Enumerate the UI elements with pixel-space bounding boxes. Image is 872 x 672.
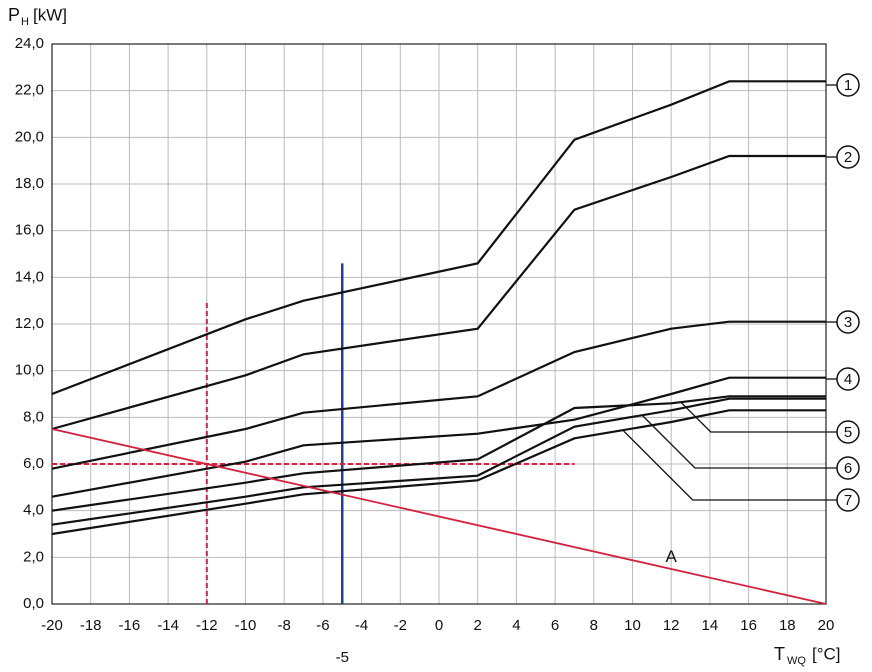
x-label-sub: WQ (787, 655, 806, 667)
y-tick-label: 10,0 (15, 362, 44, 379)
x-tick-label: -4 (355, 617, 368, 634)
x-tick-label: -10 (235, 617, 257, 634)
x-tick-label: 12 (663, 617, 680, 634)
guide-label: -5 (336, 649, 349, 666)
legend-leader (680, 401, 837, 433)
legend-marker (836, 367, 860, 391)
x-tick-label: -12 (196, 617, 218, 634)
series-line (51, 376, 826, 498)
legend-marker (836, 456, 860, 480)
x-tick-label: 16 (740, 617, 757, 634)
legend-label: 2 (844, 149, 852, 166)
series-line (51, 154, 826, 431)
series-line (51, 395, 826, 512)
legend-leader (641, 414, 837, 469)
x-label-unit: [°C] (812, 644, 841, 663)
x-tick-label: -16 (119, 617, 141, 634)
x-tick-label: -6 (316, 617, 329, 634)
y-tick-label: 18,0 (15, 175, 44, 192)
y-tick-label: 0,0 (23, 595, 44, 612)
x-tick-label: -20 (41, 617, 63, 634)
legend-label: 3 (844, 314, 852, 331)
legend-leader (622, 429, 837, 501)
x-tick-label: 10 (624, 617, 641, 634)
series-label: A (666, 547, 678, 566)
series-line (51, 428, 827, 605)
series-line (51, 320, 826, 470)
legend-label: 1 (844, 77, 852, 94)
x-tick-label: 14 (702, 617, 719, 634)
y-tick-label: 8,0 (23, 408, 44, 425)
y-tick-label: 20,0 (15, 128, 44, 145)
plot-frame (51, 43, 827, 605)
legend-label: 6 (844, 460, 852, 477)
x-tick-label: 2 (474, 617, 482, 634)
y-tick-label: 16,0 (15, 222, 44, 239)
x-tick-label: 0 (435, 617, 443, 634)
legend-label: 5 (844, 424, 852, 441)
y-tick-label: 2,0 (23, 548, 44, 565)
y-tick-label: 4,0 (23, 502, 44, 519)
x-tick-label: -2 (394, 617, 407, 634)
series-line (51, 409, 826, 536)
x-tick-label: -18 (80, 617, 102, 634)
legend-marker (836, 73, 860, 97)
legend-marker (836, 310, 860, 334)
x-tick-label: 20 (818, 617, 835, 634)
x-label-main: T (774, 644, 785, 664)
y-label-sub: H (21, 16, 29, 28)
y-tick-label: 6,0 (23, 455, 44, 472)
series-line (51, 80, 826, 396)
legend-marker (836, 145, 860, 169)
x-tick-label: 6 (551, 617, 559, 634)
y-tick-label: 24,0 (15, 35, 44, 52)
x-tick-label: 8 (590, 617, 598, 634)
legend-label: 4 (844, 371, 852, 388)
legend-marker (836, 420, 860, 444)
y-tick-label: 22,0 (15, 82, 44, 99)
legend-marker (836, 488, 860, 512)
x-tick-label: -8 (278, 617, 291, 634)
x-tick-label: -14 (157, 617, 179, 634)
x-tick-label: 4 (512, 617, 520, 634)
legend-label: 7 (844, 492, 852, 509)
y-tick-label: 14,0 (15, 268, 44, 285)
y-label-main: P (8, 5, 20, 25)
x-tick-label: 18 (779, 617, 796, 634)
series-line (51, 397, 826, 526)
y-tick-label: 12,0 (15, 315, 44, 332)
y-label-unit: [kW] (33, 5, 67, 24)
